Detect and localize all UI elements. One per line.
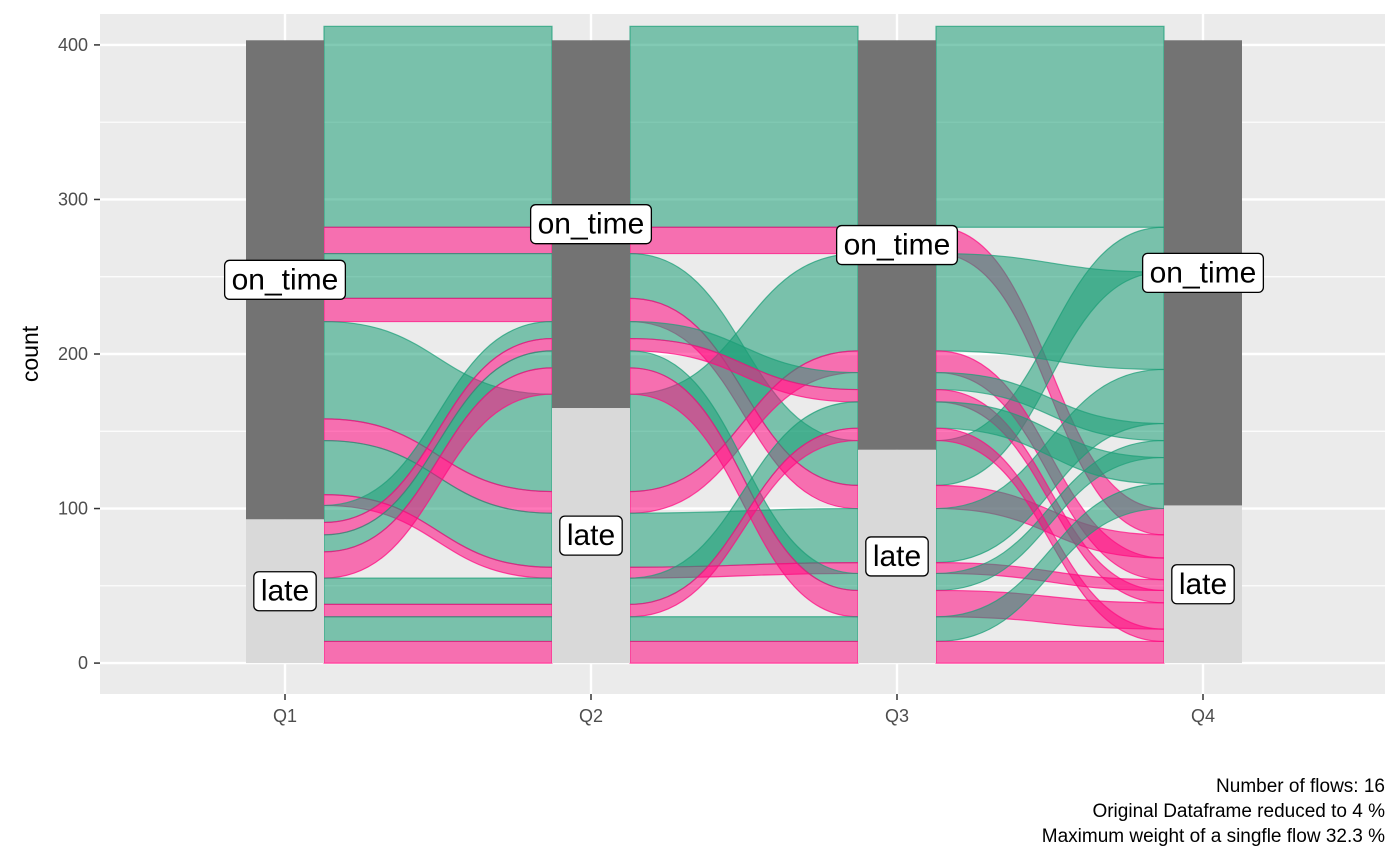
flow-ribbon: [629, 226, 859, 255]
flow-ribbon: [323, 226, 553, 255]
stratum-label-late: late: [865, 536, 929, 577]
stratum-label-text: late: [261, 575, 309, 608]
flow-ribbon: [323, 640, 553, 664]
caption: Number of flows: 16 Original Dataframe r…: [1042, 774, 1385, 849]
stratum-label-box: [865, 536, 929, 577]
y-tick-label: 0: [78, 653, 88, 673]
flow-ribbon: [323, 25, 553, 228]
flow-layer: [323, 25, 1165, 664]
y-tick-label: 200: [58, 344, 88, 364]
stratum-label-on-time: on_time: [1141, 252, 1265, 294]
flow-ribbon: [935, 25, 1165, 228]
x-tick-label: Q4: [1191, 706, 1215, 726]
caption-max-weight: Maximum weight of a singfle flow 32.3 %: [1041, 826, 1385, 847]
caption-flows: Number of flows: 16: [1216, 776, 1385, 797]
stratum-label-box: [1171, 564, 1235, 605]
stratum-label-late: late: [253, 571, 317, 612]
stratum-label-late: late: [559, 515, 623, 556]
stratum-label-box: [559, 515, 623, 556]
flow-ribbon: [323, 603, 553, 618]
flow-ribbon: [629, 25, 859, 228]
stratum-label-text: on_time: [538, 208, 645, 241]
axes: 0 100 200 300 400 Q1 Q2 Q3 Q4: [58, 35, 1215, 726]
stratum-label-box: [529, 204, 653, 245]
flow-ribbon: [323, 297, 553, 323]
y-tick-label: 300: [58, 189, 88, 209]
flow-ribbon: [629, 640, 859, 664]
stratum-label-text: late: [567, 519, 615, 552]
stratum-label-box: [835, 224, 959, 266]
flow-ribbon: [323, 252, 553, 299]
stratum-label-box: [1141, 252, 1265, 294]
stratum-label-on-time: on_time: [529, 204, 653, 245]
stratum-label-box: [253, 571, 317, 612]
flow-ribbon: [935, 640, 1165, 664]
flow-ribbon: [323, 616, 553, 643]
stratum-label-text: late: [873, 540, 921, 573]
stratum-label-text: late: [1179, 568, 1227, 601]
caption-reduced: Original Dataframe reduced to 4 %: [1092, 801, 1385, 822]
flow-ribbon: [935, 252, 1165, 371]
y-tick-label: 100: [58, 499, 88, 519]
stratum-label-text: on_time: [232, 263, 339, 296]
stratum-label-box: [223, 259, 347, 300]
stratum-label-text: on_time: [844, 229, 951, 262]
y-tick-label: 400: [58, 35, 88, 55]
x-tick-label: Q1: [273, 706, 297, 726]
stratum-label-on-time: on_time: [223, 259, 347, 300]
flow-ribbon: [629, 616, 859, 643]
stratum-label-on-time: on_time: [835, 224, 959, 266]
stratum-label-late: late: [1171, 564, 1235, 605]
y-axis-title: count: [17, 325, 43, 382]
flow-ribbon: [323, 577, 553, 605]
x-tick-label: Q3: [885, 706, 909, 726]
x-tick-label: Q2: [579, 706, 603, 726]
stratum-label-text: on_time: [1150, 256, 1257, 289]
